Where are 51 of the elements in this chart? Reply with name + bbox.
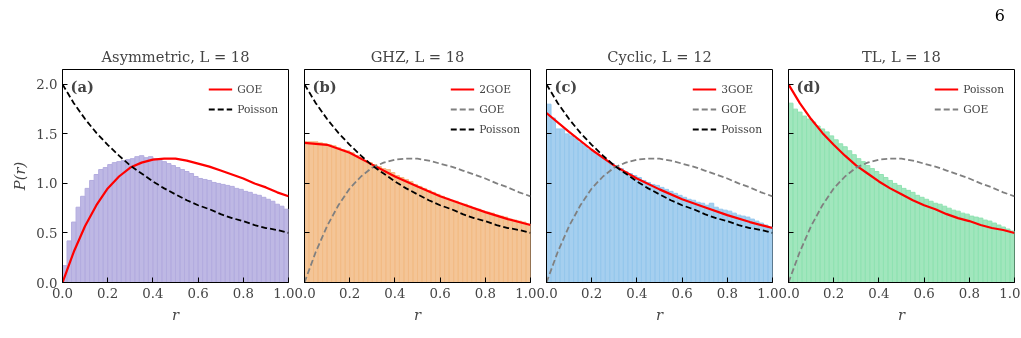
legend-label: 2GOE (479, 82, 512, 96)
x-tick-label: 1.0 (999, 285, 1021, 301)
chart-title: GHZ, L = 18 (370, 47, 465, 65)
x-axis-title: r (656, 305, 664, 323)
x-tick-label: 0.0 (294, 285, 316, 301)
x-tick-label: 0.4 (626, 285, 648, 301)
annotation: (b) (312, 77, 337, 95)
x-tick-label: 0.2 (339, 285, 361, 301)
annotation: (c) (554, 77, 578, 95)
x-tick-label: 0.4 (384, 285, 406, 301)
annotation: (d) (796, 77, 821, 95)
legend-label: GOE (721, 102, 747, 116)
x-tick-label: 0.6 (187, 285, 209, 301)
legend-label: 3GOE (721, 82, 754, 96)
x-tick-label: 0.8 (958, 285, 980, 301)
x-axis-title: r (414, 305, 422, 323)
x-axis-title: r (172, 305, 180, 323)
chart-title: TL, L = 18 (862, 47, 941, 65)
legend-label: Poisson (963, 82, 1004, 96)
y-tick-label: 1.0 (36, 176, 58, 192)
x-tick-label: 0.0 (536, 285, 558, 301)
y-tick-label: 2.0 (36, 77, 58, 93)
legend-label: Poisson (237, 102, 278, 116)
x-tick-label: 0.8 (474, 285, 496, 301)
x-axis-title: r (898, 305, 906, 323)
x-tick-label: 0.8 (716, 285, 738, 301)
x-tick-label: 0.8 (232, 285, 254, 301)
x-tick-label: 1.0 (273, 285, 295, 301)
legend-label: GOE (479, 102, 505, 116)
legend-label: Poisson (721, 122, 762, 136)
x-tick-label: 0.6 (913, 285, 935, 301)
legend-label: GOE (963, 102, 989, 116)
x-tick-label: 0.2 (97, 285, 119, 301)
x-tick-label: 0.4 (868, 285, 890, 301)
chart-title: Asymmetric, L = 18 (100, 47, 250, 65)
x-tick-label: 0.2 (581, 285, 603, 301)
y-tick-label: 0.5 (36, 225, 58, 241)
y-tick-label: 1.5 (36, 126, 58, 142)
legend-label: Poisson (479, 122, 520, 136)
x-tick-label: 0.4 (142, 285, 164, 301)
annotation: (a) (70, 77, 94, 95)
text: 6 (994, 5, 1005, 27)
x-tick-label: 0.6 (429, 285, 451, 301)
x-tick-label: 1.0 (757, 285, 779, 301)
x-tick-label: 0.2 (823, 285, 845, 301)
legend-label: GOE (237, 82, 263, 96)
x-tick-label: 1.0 (515, 285, 537, 301)
chart-title: Cyclic, L = 12 (607, 47, 712, 65)
x-tick-label: 0.0 (778, 285, 800, 301)
y-axis-title: P(r) (11, 161, 29, 192)
x-tick-label: 0.6 (671, 285, 693, 301)
